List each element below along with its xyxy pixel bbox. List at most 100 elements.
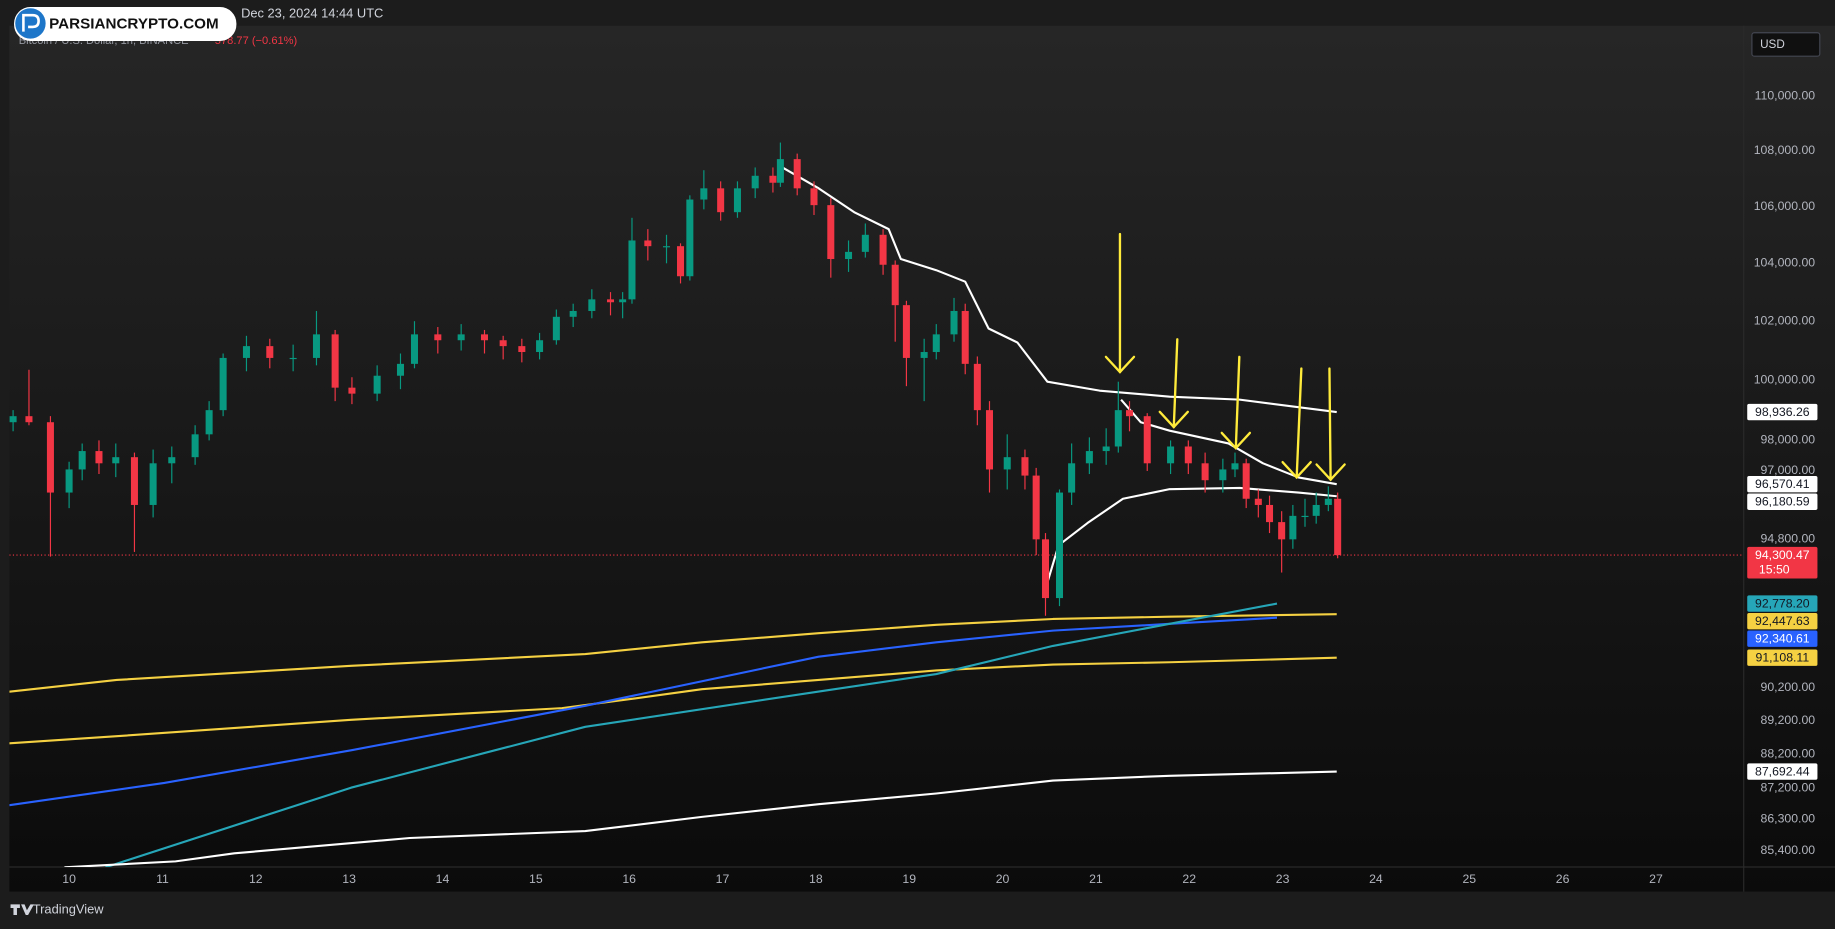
y-tick-label: 102,000.00 — [1754, 313, 1816, 327]
indicator-line — [9, 616, 1278, 807]
candle-body — [130, 457, 138, 505]
x-tick-label: 22 — [1182, 872, 1196, 886]
candle-body — [78, 451, 86, 470]
candle-body — [480, 334, 489, 341]
candle-body — [1041, 539, 1050, 599]
candle-body — [902, 305, 910, 358]
y-tick-label: 90,200.00 — [1761, 680, 1816, 694]
y-tick-label: 86,300.00 — [1761, 812, 1816, 826]
candle-body — [1219, 469, 1227, 481]
candle-body — [1324, 498, 1332, 505]
x-tick-label: 12 — [249, 872, 263, 886]
price-label-box — [1747, 763, 1818, 780]
candle-body — [1032, 475, 1040, 540]
y-tick-label: 85,400.00 — [1761, 843, 1816, 857]
candle-body — [1289, 515, 1297, 540]
currency-button-box[interactable] — [1751, 32, 1821, 57]
candle-body — [242, 346, 250, 358]
price-label-box — [1747, 630, 1818, 647]
x-tick-label: 16 — [622, 872, 636, 886]
candle-body — [9, 416, 17, 423]
candle-body — [149, 463, 157, 505]
currency-button[interactable]: USD — [1751, 32, 1821, 57]
candle-body — [410, 334, 418, 364]
arrow-head — [1158, 410, 1190, 429]
plot-background — [9, 25, 1835, 892]
x-tick-label: 25 — [1462, 872, 1476, 886]
watermark-badge — [14, 7, 237, 41]
candle-body — [536, 340, 544, 353]
arrow-head — [1315, 463, 1346, 482]
x-tick-label: 19 — [902, 872, 916, 886]
price-label: 92,447.63 — [1755, 614, 1810, 628]
candle-body — [1085, 451, 1093, 464]
candle-body — [588, 299, 596, 311]
price-label-box — [1747, 612, 1818, 630]
x-tick-label: 17 — [716, 872, 730, 886]
candle-body — [312, 334, 320, 358]
candle-body — [1231, 463, 1239, 470]
candle-body — [434, 334, 442, 341]
currency-button-text[interactable]: USD — [1760, 38, 1785, 51]
candle-body — [619, 299, 627, 303]
candle-body — [1266, 504, 1274, 523]
candle-body — [65, 469, 73, 493]
price-label: 92,778.20 — [1755, 596, 1810, 610]
y-tick-label: 89,200.00 — [1761, 713, 1816, 727]
indicator-line — [9, 613, 1337, 693]
candle-body — [396, 363, 404, 376]
candle-body — [266, 346, 274, 358]
price-countdown: 15:50 — [1759, 563, 1790, 577]
candle-body — [499, 340, 507, 347]
candle-body — [552, 316, 560, 341]
candle-body — [1201, 463, 1209, 481]
candle-body — [677, 246, 685, 277]
candle-body — [793, 159, 801, 189]
candle-body — [663, 246, 671, 248]
candle-body — [1184, 446, 1192, 464]
plot-area — [9, 142, 1744, 867]
candle-body — [827, 205, 835, 260]
y-tick-label: 98,000.00 — [1761, 433, 1816, 447]
watermark-icon-glyph — [22, 13, 40, 32]
arrow-head — [1104, 355, 1136, 374]
price-label-box — [1747, 493, 1818, 510]
candle-body — [205, 410, 213, 435]
arrow-head — [1220, 431, 1252, 450]
watermark: PARSIANCRYPTO.COM — [14, 7, 237, 41]
candle-body — [1055, 492, 1064, 599]
candle-body — [1334, 498, 1342, 556]
x-tick-label: 14 — [436, 872, 450, 886]
indicator-line — [9, 656, 1337, 745]
y-tick-label: 106,000.00 — [1754, 199, 1816, 213]
price-change: −578.77 (−0.61%) — [208, 35, 297, 47]
candle-body — [191, 434, 199, 458]
candle-body — [25, 416, 33, 423]
candle-body — [569, 310, 577, 317]
candle-body — [1278, 522, 1286, 540]
x-tick-label: 21 — [1089, 872, 1103, 886]
candle-body — [769, 175, 777, 183]
candle-body — [733, 188, 741, 213]
candle-body — [879, 234, 887, 265]
candle-body — [606, 299, 615, 303]
watermark-icon — [15, 8, 46, 39]
price-label: 91,108.11 — [1756, 651, 1810, 665]
candle-body — [1114, 410, 1122, 447]
candle-body — [1068, 463, 1076, 493]
candle-body — [1312, 504, 1320, 516]
y-tick-label: 108,000.00 — [1754, 143, 1816, 157]
price-label: 94,300.47 — [1755, 548, 1810, 562]
y-tick-label: 100,000.00 — [1754, 372, 1816, 386]
candle-body — [861, 234, 869, 252]
candle-body — [686, 199, 694, 277]
candle-body — [112, 457, 120, 464]
candle-body — [1125, 410, 1134, 417]
indicator-line — [1043, 486, 1337, 593]
x-tick-label: 18 — [809, 872, 823, 886]
candle-body — [985, 410, 993, 470]
candle-body — [628, 240, 636, 300]
arrow — [1328, 367, 1332, 481]
candle-body — [46, 422, 54, 493]
candle-body — [751, 175, 759, 189]
